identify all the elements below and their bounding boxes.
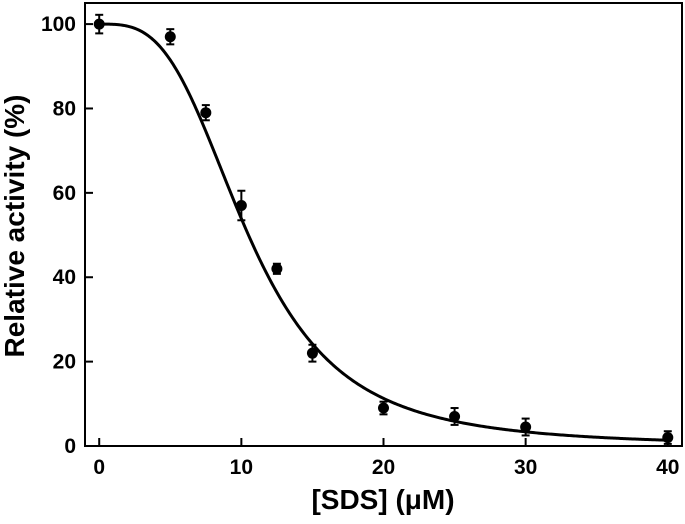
x-tick-label: 0 — [93, 456, 105, 479]
y-tick-label: 80 — [53, 97, 76, 120]
x-axis-label: [SDS] (μM) — [311, 484, 454, 515]
y-axis-label: Relative activity (%) — [0, 95, 30, 358]
data-points — [93, 13, 674, 445]
data-point — [378, 402, 389, 414]
x-tick-label: 30 — [514, 456, 537, 479]
data-point — [449, 410, 461, 422]
data-point — [93, 18, 105, 30]
data-point — [662, 432, 674, 444]
data-point — [235, 200, 247, 212]
y-tick-label: 0 — [64, 435, 76, 458]
y-tick-label: 100 — [41, 13, 76, 36]
tick-layer: 0 10 20 30 40 0 20 40 60 80 100 — [41, 13, 680, 479]
fit-curve — [99, 22, 668, 442]
data-point — [271, 263, 283, 275]
x-tick-label: 20 — [372, 456, 395, 479]
x-tick-label: 40 — [656, 456, 679, 479]
data-point — [200, 107, 212, 119]
y-tick-label: 20 — [53, 351, 76, 374]
y-tick-label: 40 — [53, 266, 76, 289]
data-point — [164, 31, 176, 43]
x-tick-label: 10 — [230, 456, 253, 479]
data-point — [306, 347, 318, 359]
y-tick-label: 60 — [53, 182, 76, 205]
data-point — [520, 421, 532, 433]
